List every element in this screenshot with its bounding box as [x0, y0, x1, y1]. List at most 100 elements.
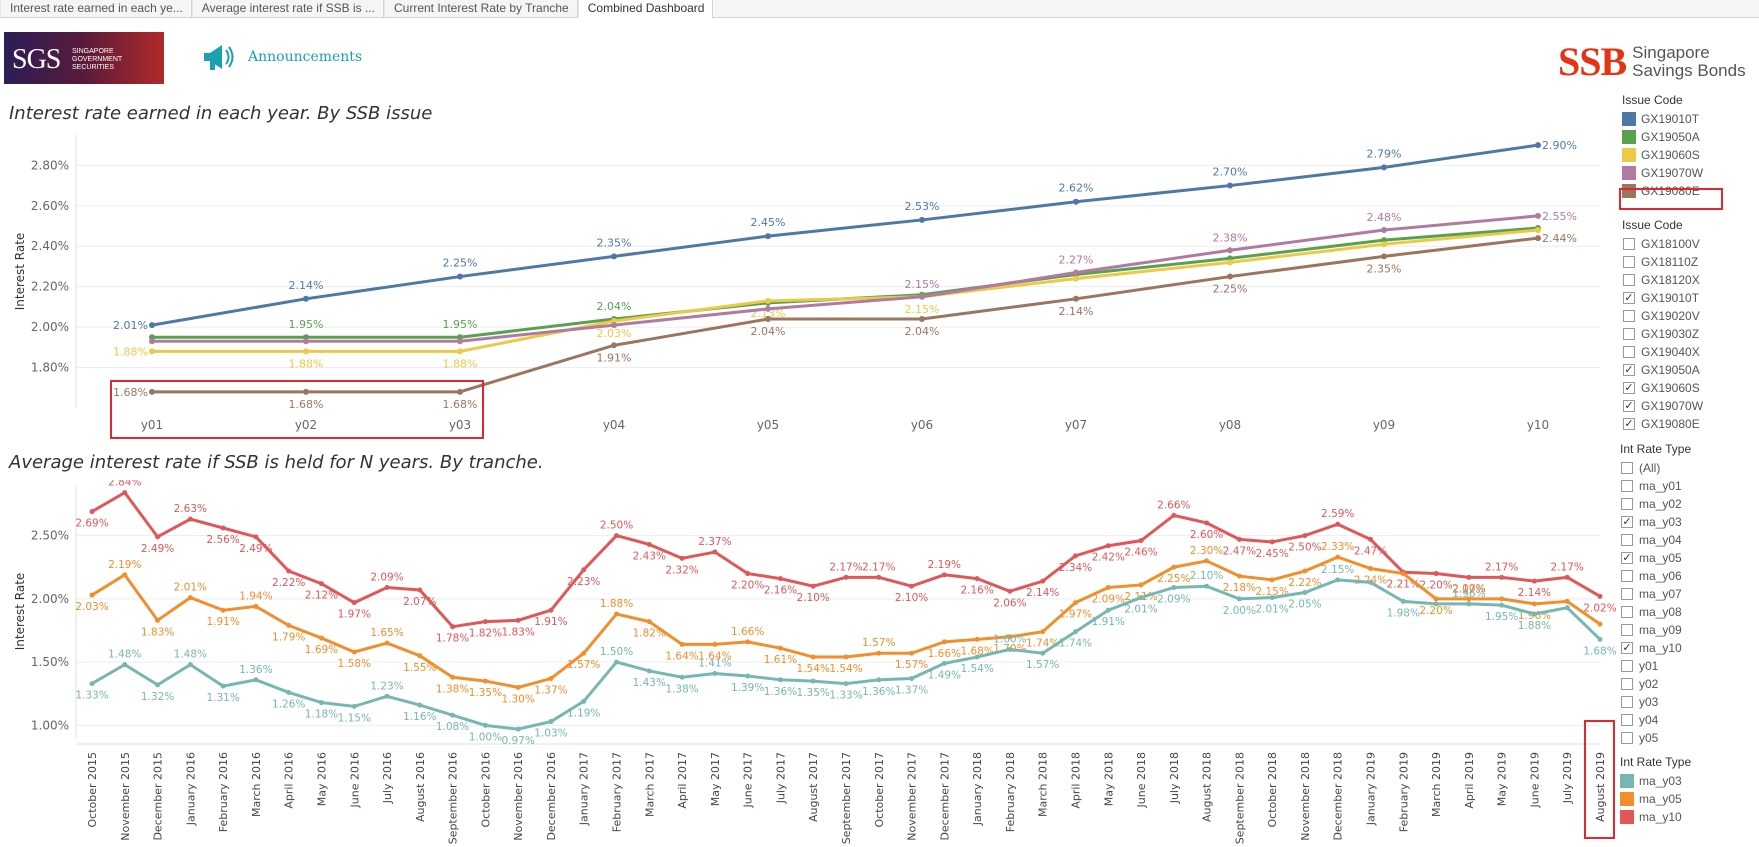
data-point[interactable]	[1040, 629, 1046, 635]
checkbox-checked[interactable]: ✓	[1623, 382, 1635, 394]
data-point[interactable]	[149, 388, 155, 395]
data-point[interactable]	[1597, 636, 1603, 642]
data-point[interactable]	[1597, 621, 1603, 627]
data-point[interactable]	[1335, 577, 1341, 583]
data-point[interactable]	[745, 639, 751, 645]
data-point[interactable]	[1302, 568, 1308, 574]
filter-item-y05[interactable]: y05	[1620, 729, 1755, 747]
data-point[interactable]	[253, 603, 259, 609]
data-point[interactable]	[810, 678, 816, 684]
checkbox-checked[interactable]: ✓	[1623, 418, 1635, 430]
data-point[interactable]	[581, 567, 587, 573]
data-point[interactable]	[909, 583, 915, 589]
data-point[interactable]	[581, 650, 587, 656]
data-point[interactable]	[482, 722, 488, 728]
legend-item-ma_y03[interactable]: ma_y03	[1620, 772, 1755, 790]
data-point[interactable]	[457, 273, 463, 280]
filter-item-gx19040x[interactable]: GX19040X	[1622, 343, 1757, 361]
data-point[interactable]	[1007, 634, 1013, 640]
checkbox-unchecked[interactable]	[1621, 588, 1633, 600]
data-point[interactable]	[1564, 598, 1570, 604]
legend-item-ma_y05[interactable]: ma_y05	[1620, 790, 1755, 808]
checkbox-checked[interactable]: ✓	[1621, 642, 1633, 654]
data-point[interactable]	[777, 677, 783, 683]
data-point[interactable]	[1535, 227, 1541, 234]
data-point[interactable]	[318, 581, 324, 587]
filter-item-gx18100v[interactable]: GX18100V	[1622, 235, 1757, 253]
filter-item-ma_y04[interactable]: ma_y04	[1620, 531, 1755, 549]
data-point[interactable]	[1302, 590, 1308, 596]
data-point[interactable]	[548, 676, 554, 682]
data-point[interactable]	[122, 490, 128, 496]
data-point[interactable]	[149, 322, 155, 329]
data-point[interactable]	[1073, 198, 1079, 205]
filter-item-y04[interactable]: y04	[1620, 711, 1755, 729]
data-point[interactable]	[548, 719, 554, 725]
checkbox-checked[interactable]: ✓	[1621, 552, 1633, 564]
data-point[interactable]	[919, 293, 925, 300]
data-point[interactable]	[155, 682, 161, 688]
data-point[interactable]	[1531, 611, 1537, 617]
data-point[interactable]	[1368, 579, 1374, 585]
filter-item-gx19060s[interactable]: ✓ GX19060S	[1622, 379, 1757, 397]
filter-item-y03[interactable]: y03	[1620, 693, 1755, 711]
legend-item-gx19060s[interactable]: GX19060S	[1622, 146, 1757, 164]
data-point[interactable]	[253, 534, 259, 540]
data-point[interactable]	[745, 673, 751, 679]
data-point[interactable]	[876, 574, 882, 580]
data-point[interactable]	[450, 674, 456, 680]
data-point[interactable]	[286, 689, 292, 695]
data-point[interactable]	[941, 639, 947, 645]
data-point[interactable]	[1105, 584, 1111, 590]
data-point[interactable]	[810, 583, 816, 589]
data-point[interactable]	[1204, 583, 1210, 589]
legend-item-ma_y10[interactable]: ma_y10	[1620, 808, 1755, 826]
data-point[interactable]	[450, 624, 456, 630]
filter-item-ma_y06[interactable]: ma_y06	[1620, 567, 1755, 585]
checkbox-unchecked[interactable]	[1621, 696, 1633, 708]
data-point[interactable]	[149, 338, 155, 345]
filter-item-gx19050a[interactable]: ✓ GX19050A	[1622, 361, 1757, 379]
data-point[interactable]	[1564, 574, 1570, 580]
data-point[interactable]	[646, 541, 652, 547]
data-point[interactable]	[581, 698, 587, 704]
data-point[interactable]	[1105, 607, 1111, 613]
data-point[interactable]	[1368, 565, 1374, 571]
data-point[interactable]	[482, 619, 488, 625]
data-point[interactable]	[810, 654, 816, 660]
data-point[interactable]	[941, 572, 947, 578]
data-point[interactable]	[457, 388, 463, 395]
data-point[interactable]	[1138, 582, 1144, 588]
data-point[interactable]	[187, 662, 193, 668]
checkbox-unchecked[interactable]	[1621, 624, 1633, 636]
filter-item-all[interactable]: (All)	[1620, 459, 1755, 477]
data-point[interactable]	[876, 677, 882, 683]
data-point[interactable]	[1466, 601, 1472, 607]
data-point[interactable]	[351, 703, 357, 709]
data-point[interactable]	[303, 388, 309, 395]
data-point[interactable]	[843, 574, 849, 580]
filter-item-ma_y05[interactable]: ✓ ma_y05	[1620, 549, 1755, 567]
data-point[interactable]	[1040, 650, 1046, 656]
data-point[interactable]	[155, 534, 161, 540]
data-point[interactable]	[1335, 554, 1341, 560]
legend-item-gx19050a[interactable]: GX19050A	[1622, 128, 1757, 146]
data-point[interactable]	[611, 342, 617, 349]
data-point[interactable]	[1381, 241, 1387, 248]
filter-item-ma_y08[interactable]: ma_y08	[1620, 603, 1755, 621]
data-point[interactable]	[1368, 536, 1374, 542]
data-point[interactable]	[1204, 558, 1210, 564]
data-point[interactable]	[122, 662, 128, 668]
filter-item-gx19080e[interactable]: ✓ GX19080E	[1622, 415, 1757, 433]
data-point[interactable]	[1236, 536, 1242, 542]
data-point[interactable]	[417, 653, 423, 659]
legend-item-gx19080e[interactable]: GX19080E	[1622, 182, 1757, 200]
checkbox-unchecked[interactable]	[1621, 660, 1633, 672]
data-point[interactable]	[1499, 574, 1505, 580]
checkbox-unchecked[interactable]	[1621, 498, 1633, 510]
data-point[interactable]	[876, 650, 882, 656]
filter-item-y01[interactable]: y01	[1620, 657, 1755, 675]
data-point[interactable]	[220, 525, 226, 531]
data-point[interactable]	[765, 305, 771, 312]
data-point[interactable]	[679, 674, 685, 680]
